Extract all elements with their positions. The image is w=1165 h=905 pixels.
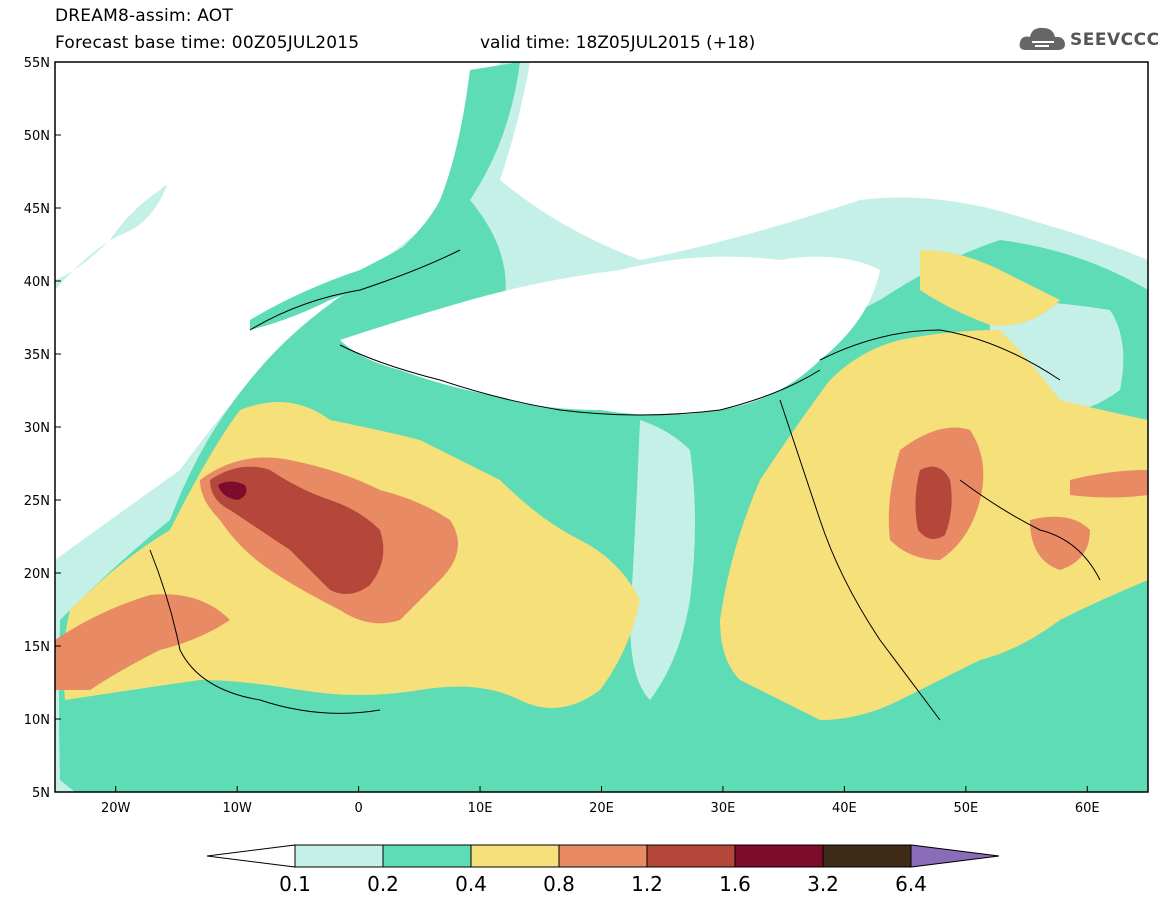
aot-band-1-2-sahara [210,466,384,594]
colorbar-label: 0.2 [367,872,399,896]
lat-label-30N: 30N [24,421,50,436]
cloud-icon [1019,27,1065,50]
aot-band-0-2-iberia [250,210,460,330]
lat-label-50N: 50N [24,129,50,144]
lon-label-20W: 20W [101,801,131,816]
aot-band-1-2-arabia [915,466,952,539]
logo-text: SEEVCCC [1070,30,1160,50]
lat-label-20N: 20N [24,567,50,582]
colorbar-label: 0.1 [279,872,311,896]
lon-label-0: 0 [354,801,362,816]
lat-label-45N: 45N [24,202,50,217]
lat-label-55N: 55N [24,56,50,71]
colorbar-label: 1.6 [719,872,751,896]
aot-mediterranean-clear [340,256,880,415]
colorbar-segment [734,844,824,868]
aot-band-0-8-westafrica [55,594,230,690]
lat-label-10N: 10N [24,713,50,728]
colorbar-label: 3.2 [807,872,839,896]
longitude-labels: 20W 10W 0 10E 20E 30E 40E 50E 60E [101,786,1100,816]
lon-label-40E: 40E [832,801,857,816]
lon-label-30E: 30E [711,801,736,816]
lat-label-25N: 25N [24,494,50,509]
lon-label-20E: 20E [589,801,614,816]
lat-label-40N: 40N [24,275,50,290]
colorbar-segment [382,844,472,868]
valid-time: valid time: 18Z05JUL2015 (+18) [480,33,756,53]
aot-band-1-6-sahara [218,481,247,500]
colorbar-label: 1.2 [631,872,663,896]
colorbar-label: 0.4 [455,872,487,896]
lon-label-10W: 10W [222,801,252,816]
forecast-base-time: Forecast base time: 00Z05JUL2015 [55,33,360,53]
colorbar-segment [294,844,384,868]
lat-label-5N: 5N [32,786,50,801]
aot-central-clear-band [630,420,695,700]
colorbar-label: 6.4 [895,872,927,896]
colorbar-over-arrow [910,844,1000,868]
lat-label-35N: 35N [24,348,50,363]
aot-band-0-4-caspian [920,250,1060,326]
colorbar: 0.1 0.2 0.4 0.8 1.2 1.6 3.2 6.4 [206,844,1000,896]
aot-field [55,62,1148,792]
colorbar-label: 0.8 [543,872,575,896]
colorbar-segment [646,844,736,868]
map-title: DREAM8-assim: AOT [55,6,233,26]
seevccc-logo: SEEVCCC [1018,22,1160,56]
aot-band-0-8-gulf [1070,470,1148,498]
aot-band-0-1-west [55,185,167,290]
colorbar-under-arrow [206,844,296,868]
aot-band-0-8-oman [1030,516,1090,570]
colorbar-segment [558,844,648,868]
lon-label-10E: 10E [468,801,493,816]
colorbar-segment [822,844,912,868]
lat-label-15N: 15N [24,640,50,655]
latitude-labels: 55N 50N 45N 40N 35N 30N 25N 20N 15N 10N 5N [24,56,61,801]
colorbar-segment [470,844,560,868]
lon-label-60E: 60E [1075,801,1100,816]
coastlines [149,249,1101,721]
lon-label-50E: 50E [953,801,978,816]
